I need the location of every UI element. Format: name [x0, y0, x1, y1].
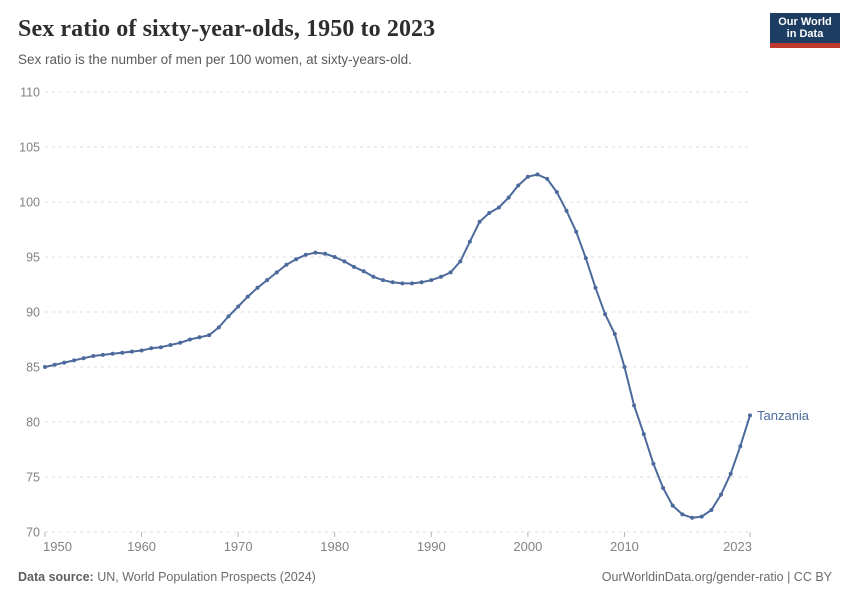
- x-tick-label: 1960: [127, 539, 156, 554]
- data-source-label: Data source:: [18, 570, 94, 584]
- y-tick-label: 105: [19, 141, 40, 155]
- data-source-note: Data source: UN, World Population Prospe…: [18, 570, 316, 588]
- chart-svg: 70 75 80 85 90 95 100 105 110 1950 1960 1970 1980 199…: [19, 86, 810, 555]
- y-tick-label: 95: [26, 251, 40, 265]
- x-tick-label: 1950: [43, 539, 72, 554]
- y-tick-label: 90: [26, 306, 40, 320]
- page-title: Sex ratio of sixty-year-olds, 1950 to 20…: [18, 16, 436, 42]
- chart-subtitle: Sex ratio is the number of men per 100 w…: [18, 52, 412, 67]
- y-tick-label: 70: [26, 526, 40, 540]
- owid-logo[interactable]: Our World in Data: [770, 13, 840, 48]
- y-tick-label: 85: [26, 361, 40, 375]
- series-point-markers: [43, 172, 752, 520]
- chart-area[interactable]: 70 75 80 85 90 95 100 105 110 1950 1960 1970 1980 199…: [0, 80, 850, 560]
- owid-logo-line1: Our World: [778, 16, 832, 28]
- gridlines: [45, 91, 750, 533]
- data-source-value: UN, World Population Prospects (2024): [93, 570, 316, 584]
- y-tick-label: 100: [19, 196, 40, 210]
- owid-logo-line2: in Data: [786, 28, 824, 40]
- x-tick-label: 2000: [513, 539, 542, 554]
- y-tick-label: 80: [26, 416, 40, 430]
- series-line[interactable]: [44, 173, 751, 519]
- x-tick-label: 1980: [320, 539, 349, 554]
- entity-label[interactable]: Tanzania: [757, 408, 810, 423]
- license-link[interactable]: OurWorldinData.org/gender-ratio | CC BY: [601, 570, 832, 584]
- x-tick-label: 2023: [723, 539, 752, 554]
- x-tick-label: 1970: [224, 539, 253, 554]
- y-axis-labels: 70 75 80 85 90 95 100 105 110: [19, 86, 40, 540]
- chart-footer: Data source: UN, World Population Prospe…: [18, 570, 832, 588]
- x-tick-label: 1990: [417, 539, 446, 554]
- x-axis-labels: 1950 1960 1970 1980 1990 2000 2010 2023: [43, 532, 752, 554]
- y-tick-label: 110: [20, 86, 40, 100]
- x-tick-label: 2010: [610, 539, 639, 554]
- y-tick-label: 75: [26, 471, 40, 485]
